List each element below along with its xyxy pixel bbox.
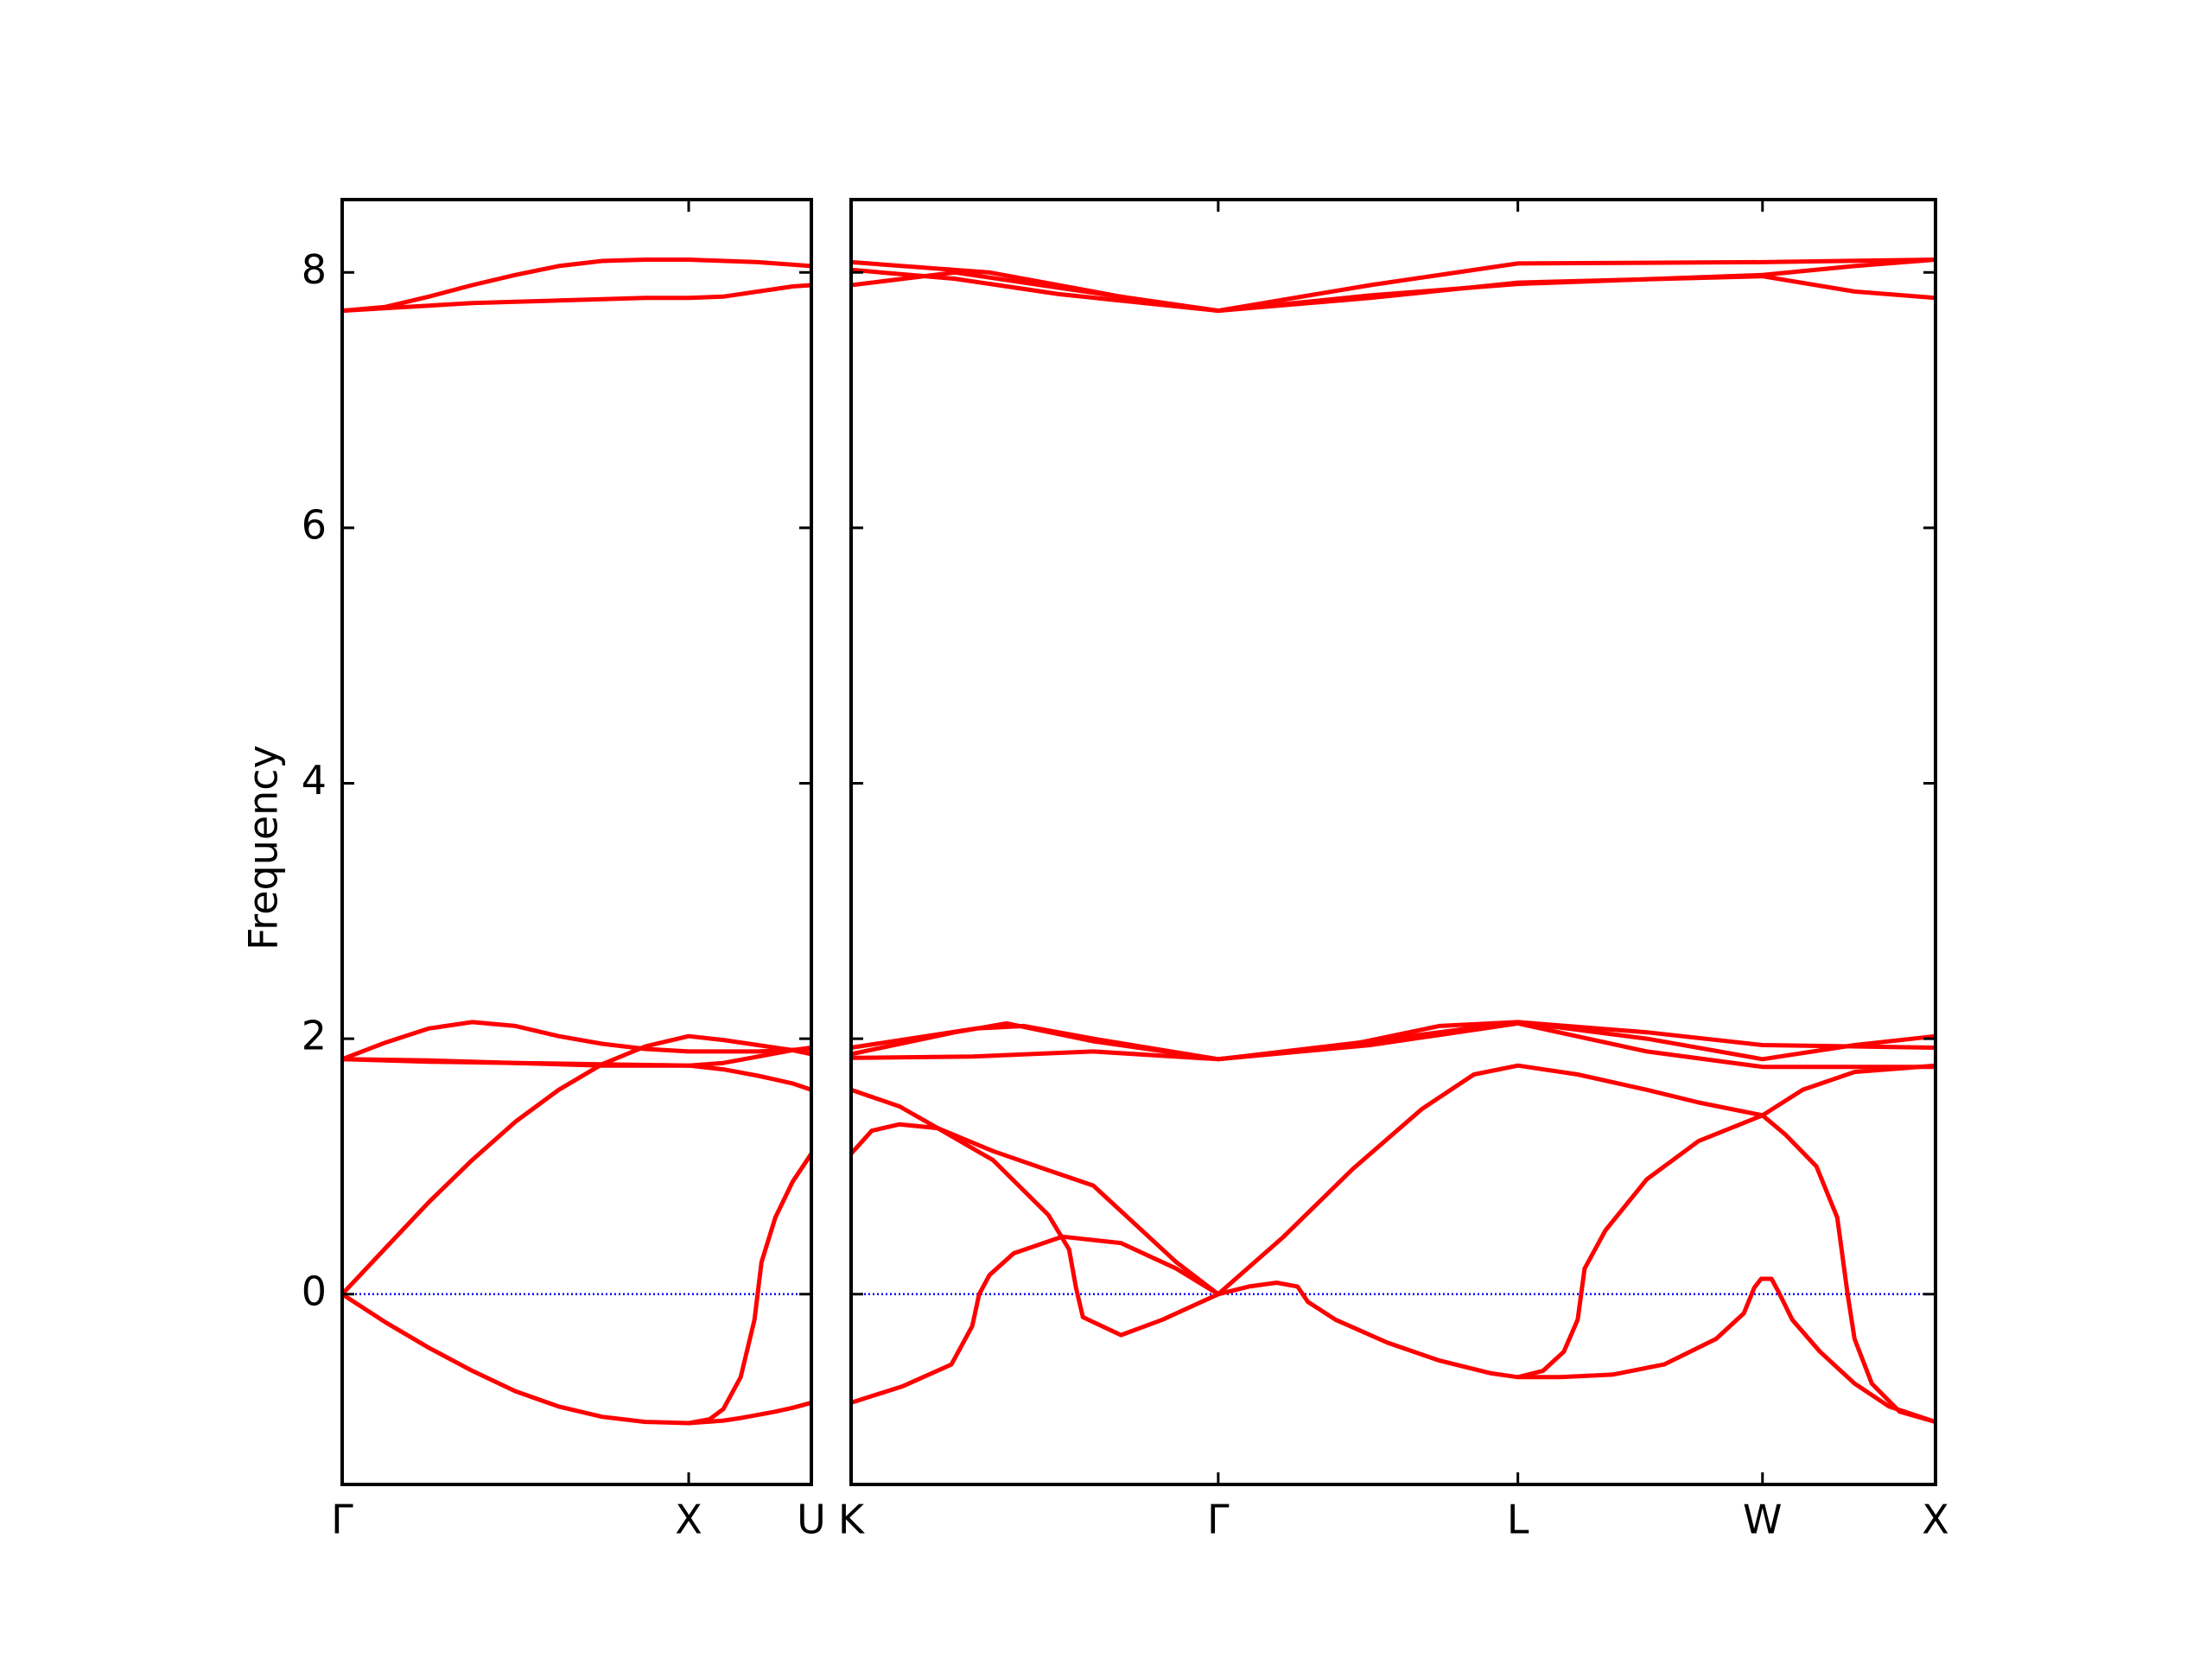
band-line xyxy=(850,1020,1936,1062)
x-tick-label: X xyxy=(675,1497,702,1543)
band-line xyxy=(341,257,812,314)
x-tick-label: L xyxy=(1507,1497,1529,1543)
x-tick-label: Γ xyxy=(1207,1497,1230,1543)
y-axis-label: Frequency xyxy=(240,745,287,950)
band-line xyxy=(340,1292,812,1426)
band-line xyxy=(850,267,1936,314)
band-line xyxy=(849,1122,1219,1338)
band-line xyxy=(850,1087,1220,1296)
band-line xyxy=(850,1020,1936,1070)
band-line xyxy=(341,1020,812,1062)
band-line xyxy=(850,257,1936,314)
plot-frame xyxy=(340,198,813,1486)
band-line xyxy=(1217,1276,1936,1424)
y-tick-label: 0 xyxy=(302,1268,327,1314)
plot-frame xyxy=(849,198,1937,1486)
x-tick-label: X xyxy=(1922,1497,1949,1543)
x-tick-label: K xyxy=(838,1497,866,1543)
band-line xyxy=(341,1046,812,1068)
x-tick-label: W xyxy=(1743,1497,1782,1543)
band-line xyxy=(341,283,812,314)
band-line xyxy=(688,1152,814,1426)
band-line xyxy=(1517,1063,1936,1380)
band-line xyxy=(340,1033,812,1296)
band-line xyxy=(850,1234,1220,1405)
band-line xyxy=(1217,1063,1936,1425)
y-tick-label: 4 xyxy=(302,757,327,804)
band-line xyxy=(850,257,1936,314)
y-tick-label: 2 xyxy=(302,1013,327,1059)
y-tick-label: 6 xyxy=(302,501,327,548)
x-tick-label: U xyxy=(797,1497,826,1543)
x-tick-label: Γ xyxy=(331,1497,353,1543)
y-tick-label: 8 xyxy=(302,246,327,293)
